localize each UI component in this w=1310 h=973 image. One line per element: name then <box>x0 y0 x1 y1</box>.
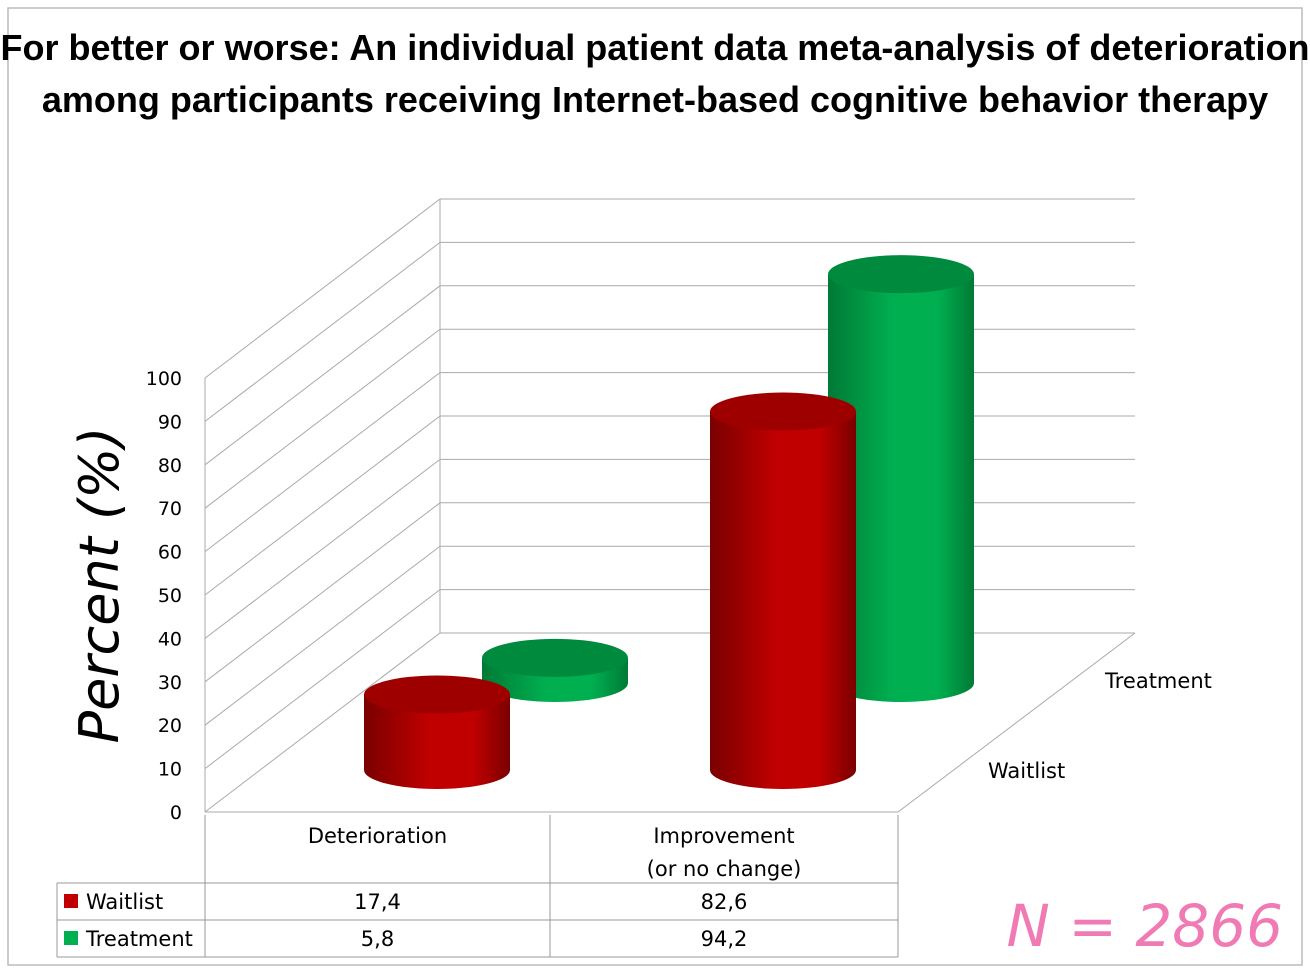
y-tick-label: 50 <box>158 585 182 607</box>
table-value: 5,8 <box>361 927 394 951</box>
bar-top <box>710 392 856 431</box>
table-value: 17,4 <box>354 890 401 914</box>
table-value: 82,6 <box>701 890 748 914</box>
y-tick-label: 90 <box>158 411 182 433</box>
gridline <box>204 285 1135 466</box>
y-tick-label: 30 <box>158 672 182 694</box>
legend-key-waitlist <box>64 894 78 908</box>
sample-size-annotation: N = 2866 <box>1007 892 1283 960</box>
gridline <box>204 458 1135 639</box>
table-series-label: Treatment <box>85 927 193 951</box>
y-tick-label: 10 <box>158 759 182 781</box>
gridline <box>204 589 1135 769</box>
bar-waitlist-0 <box>364 675 510 789</box>
table-category-header: Deterioration <box>308 824 447 848</box>
series-depth-label: Treatment <box>1104 669 1212 693</box>
y-tick-label: 80 <box>158 455 182 477</box>
gridline <box>204 198 1135 379</box>
bar-top <box>828 255 974 294</box>
bar-top <box>364 675 510 714</box>
table-category-header: (or no change) <box>647 857 802 881</box>
chart-border <box>7 7 1303 966</box>
chart-title: For better or worse: An individual patie… <box>0 27 1310 120</box>
y-tick-label: 100 <box>146 368 182 390</box>
gridline <box>204 632 1135 813</box>
y-axis-label: Percent (%) <box>68 427 131 744</box>
y-tick-label: 70 <box>158 498 182 520</box>
floor-edge <box>205 632 1136 813</box>
series-depth-label: Waitlist <box>988 759 1065 783</box>
y-tick-label: 60 <box>158 542 182 564</box>
gridline <box>204 328 1135 509</box>
gridline <box>204 502 1135 683</box>
bar-top <box>482 638 628 677</box>
bar-body <box>710 411 856 770</box>
y-tick-label: 20 <box>158 715 182 737</box>
legend-key-treatment <box>64 931 78 945</box>
table-value: 94,2 <box>701 927 748 951</box>
table-series-label: Waitlist <box>86 890 163 914</box>
gridline <box>204 415 1135 596</box>
table-category-header: Improvement <box>653 824 794 848</box>
bar-treatment-1 <box>828 255 974 702</box>
y-tick-label: 40 <box>158 628 182 650</box>
bar-treatment-0 <box>482 638 628 702</box>
gridline <box>204 241 1135 422</box>
gridline <box>204 545 1135 726</box>
y-tick-label: 0 <box>170 802 182 824</box>
bar-waitlist-1 <box>710 392 856 789</box>
gridline <box>204 372 1135 552</box>
